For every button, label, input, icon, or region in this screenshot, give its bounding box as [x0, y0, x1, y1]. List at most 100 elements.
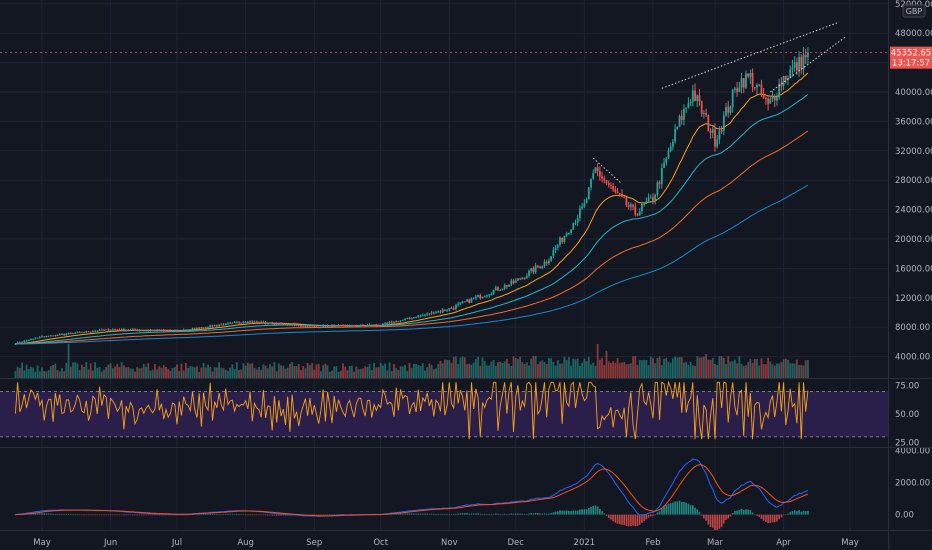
candle-body: [479, 294, 482, 299]
candle-body: [36, 337, 39, 339]
macd-histogram-bar: [47, 513, 50, 515]
candle-body: [731, 89, 734, 107]
macd-histogram-bar: [643, 514, 645, 522]
candle-body: [530, 268, 533, 271]
volume-bar: [275, 371, 278, 378]
volume-bar: [638, 359, 641, 378]
volume-bar: [127, 367, 130, 378]
candle-body: [525, 275, 528, 279]
volume-bar: [262, 364, 265, 378]
candle-body: [368, 324, 371, 326]
volume-bar: [612, 361, 615, 378]
macd-histogram-bar: [517, 513, 519, 515]
volume-bar: [189, 366, 192, 378]
x-tick-label: Sep: [306, 538, 322, 548]
macd-histogram-bar: [30, 513, 32, 515]
rsi-tick-label: 50.00: [895, 410, 919, 420]
macd-histogram-bar: [428, 513, 431, 515]
volume-bar: [100, 371, 103, 378]
candle-body: [598, 171, 601, 177]
volume-bar: [335, 366, 338, 378]
macd-histogram-bar: [331, 514, 333, 516]
macd-histogram-bar: [530, 512, 533, 515]
candle-body: [89, 331, 92, 333]
macd-histogram-bar: [145, 514, 147, 516]
macd-histogram-bar: [169, 514, 172, 516]
candle-body: [158, 329, 161, 331]
macd-histogram-bar: [112, 514, 114, 516]
candle-body: [415, 317, 418, 319]
volume-bar: [149, 370, 152, 378]
currency-badge[interactable]: GBP: [902, 4, 926, 18]
macd-histogram-bar: [96, 514, 99, 516]
macd-histogram-bar: [404, 513, 406, 515]
macd-histogram-bar: [583, 509, 586, 515]
volume-bar: [778, 363, 781, 378]
candle-body: [556, 244, 559, 248]
volume-bar: [306, 362, 309, 378]
candle-body: [401, 319, 404, 321]
macd-histogram-bar: [678, 500, 681, 515]
volume-bar: [501, 362, 504, 378]
volume-bar: [32, 367, 35, 378]
candle-body: [21, 342, 23, 344]
volume-bar: [244, 365, 247, 378]
macd-histogram-bar: [711, 514, 714, 528]
candle-body: [747, 73, 750, 77]
macd-histogram-bar: [280, 514, 282, 516]
macd-histogram-bar: [326, 514, 329, 516]
volume-bar: [543, 362, 546, 378]
candle-body: [302, 325, 305, 327]
macd-histogram-bar: [594, 505, 597, 515]
volume-bar: [572, 358, 575, 378]
macd-histogram-bar: [322, 514, 324, 516]
candle-body: [333, 325, 336, 327]
macd-histogram-bar: [114, 514, 116, 516]
candle-body: [220, 324, 223, 326]
candle-body: [379, 325, 382, 327]
candle-body: [280, 323, 282, 325]
volume-bar: [98, 367, 101, 378]
macd-histogram-bar: [618, 514, 621, 525]
candle-body: [793, 62, 796, 68]
candle-body: [138, 330, 141, 332]
macd-histogram-bar: [612, 514, 614, 522]
candle-body: [359, 324, 362, 326]
candle-body: [700, 101, 703, 114]
y-tick-label: 36000.00: [895, 117, 932, 127]
candle-body: [800, 56, 803, 70]
candle-body: [390, 321, 393, 323]
volume-bar: [282, 365, 285, 378]
volume-bar: [295, 366, 298, 378]
candle-body: [277, 323, 280, 325]
candle-body: [251, 321, 254, 323]
volume-bar: [720, 356, 723, 378]
volume-bar: [182, 370, 185, 378]
volume-bar: [652, 358, 654, 378]
volume-bar: [678, 357, 681, 378]
volume-bar: [233, 369, 236, 378]
candle-body: [264, 322, 267, 324]
candle-body: [554, 247, 557, 251]
volume-bar: [36, 365, 39, 378]
candle-body: [142, 330, 145, 332]
candle-body: [448, 308, 451, 311]
volume-bar: [317, 363, 320, 378]
macd-tick-label: 2000.00: [895, 479, 930, 489]
volume-bar: [614, 363, 617, 378]
candle-body: [472, 298, 475, 300]
macd-histogram-bar: [541, 513, 544, 515]
volume-bar: [151, 369, 154, 378]
volume-bar: [634, 356, 637, 378]
candle-body: [231, 322, 234, 324]
candle-body: [191, 328, 194, 330]
volume-bar: [114, 366, 116, 378]
volume-bar: [687, 364, 690, 378]
candle-body: [87, 331, 90, 333]
volume-bar: [45, 371, 48, 378]
macd-histogram-bar: [92, 514, 94, 516]
volume-bar: [745, 365, 747, 378]
macd-histogram-bar: [253, 514, 256, 516]
